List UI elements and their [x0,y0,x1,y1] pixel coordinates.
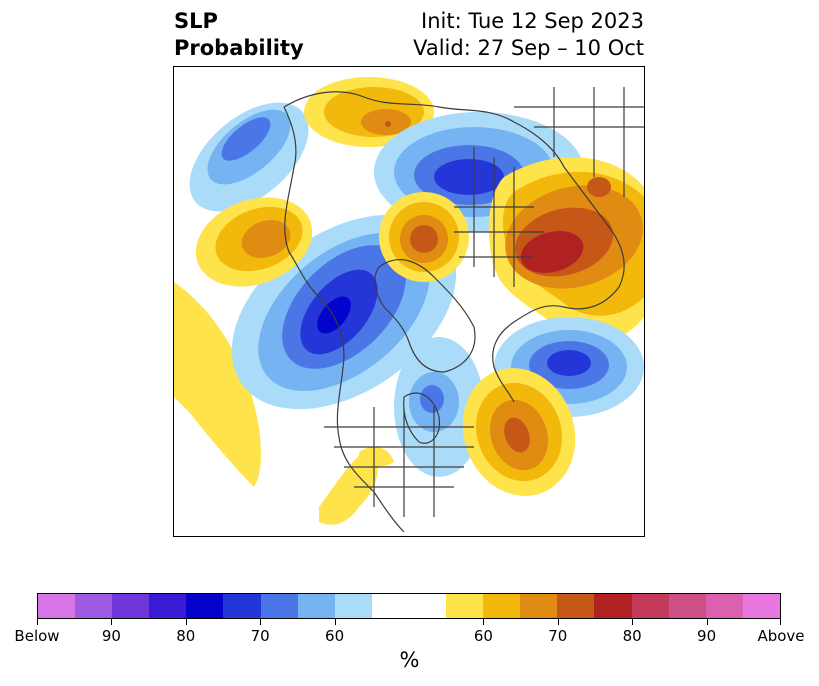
colorbar-tick-label: Below [14,627,60,645]
colorbar-tick-label: 90 [101,627,121,645]
anomaly-europe-above [488,157,644,343]
colorbar-tick [483,619,484,625]
colorbar-segment [594,594,632,618]
colorbar-tick [260,619,261,625]
colorbar-segment [742,594,780,618]
colorbar [37,593,781,619]
valid-range: Valid: 27 Sep – 10 Oct [413,36,644,60]
title-line-1: SLP [174,9,218,33]
colorbar-segment [75,594,113,618]
init-date: Init: Tue 12 Sep 2023 [421,9,644,33]
colorbar-segment [631,594,669,618]
colorbar-segment [260,594,298,618]
colorbar-segment [520,594,558,618]
colorbar-tick [111,619,112,625]
map-canvas [174,67,644,536]
anomaly-mid-atlantic-above [462,368,576,496]
colorbar-segment [483,594,521,618]
colorbar-tick [335,619,336,625]
colorbar-tick-label: Above [757,627,805,645]
colorbar-tick-label: 60 [325,627,345,645]
colorbar-tick [186,619,187,625]
colorbar-tick [632,619,633,625]
colorbar-tick [558,619,559,625]
title-line-2: Probability [174,36,304,60]
probability-map [173,66,645,537]
colorbar-tick-label: 70 [250,627,270,645]
colorbar-tick-label: 70 [548,627,568,645]
anomaly-east-siberia-above [304,77,434,147]
colorbar-segment [371,594,409,618]
colorbar-segment [668,594,706,618]
colorbar-unit-label: % [399,648,420,672]
colorbar-segment [223,594,261,618]
colorbar-tick-label: 80 [622,627,642,645]
colorbar-tick-label: 60 [473,627,493,645]
colorbar-segment [186,594,224,618]
colorbar-tick-label: 90 [697,627,717,645]
colorbar-segment [112,594,150,618]
colorbar-segment [557,594,595,618]
colorbar-tick-labels: Below 90 80 70 60 60 70 80 90 Above [0,627,819,647]
colorbar-segment [446,594,484,618]
colorbar-segment [149,594,187,618]
run-info: Init: Tue 12 Sep 2023 Valid: 27 Sep – 10… [413,8,644,62]
colorbar-segment [334,594,372,618]
colorbar-segment [38,594,76,618]
colorbar-segment [408,594,447,618]
chart-title: SLP Probability [174,8,304,62]
colorbar-segment [705,594,743,618]
anomaly-labrador-below [394,337,484,477]
colorbar-tick [780,619,781,625]
colorbar-ticks [37,619,781,627]
anomaly-eastern-pacific-above [174,282,261,487]
colorbar-segment [297,594,335,618]
colorbar-tick-label: 80 [176,627,196,645]
colorbar-tick [37,619,38,625]
coastlines [283,87,644,533]
anomaly-north-pacific-below [189,102,309,212]
anomaly-central-pacific-above [195,197,313,287]
colorbar-tick [707,619,708,625]
